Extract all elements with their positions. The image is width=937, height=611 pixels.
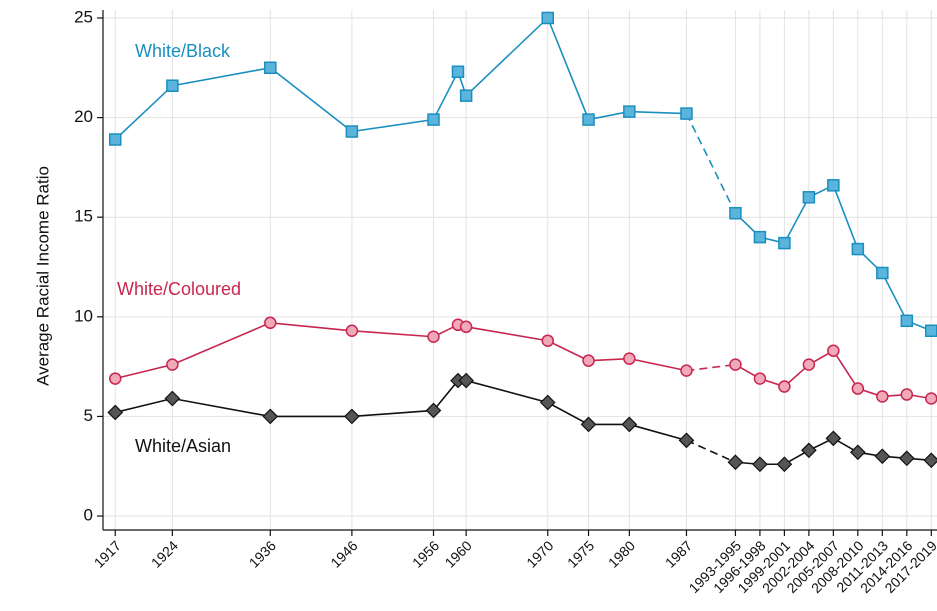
marker <box>541 334 554 347</box>
marker <box>752 456 768 473</box>
marker <box>582 354 595 367</box>
marker <box>621 416 638 433</box>
x-tick-label: 1970 <box>523 537 556 570</box>
marker <box>753 372 767 385</box>
y-tick-label: 0 <box>84 506 93 525</box>
marker <box>802 358 816 371</box>
y-tick-label: 5 <box>84 406 93 425</box>
y-tick-label: 25 <box>74 7 93 26</box>
marker <box>580 416 597 433</box>
marker <box>874 448 891 465</box>
x-tick-label: 1936 <box>246 537 279 570</box>
marker <box>680 364 693 377</box>
marker <box>680 107 693 120</box>
marker <box>451 65 465 79</box>
marker <box>778 380 791 393</box>
marker <box>539 394 556 411</box>
marker <box>678 432 695 449</box>
marker <box>801 442 817 459</box>
y-axis-label: Average Racial Income Ratio <box>33 166 52 386</box>
marker <box>582 113 595 126</box>
marker <box>876 266 889 280</box>
marker <box>778 236 791 250</box>
x-tick-label: 1980 <box>605 537 638 570</box>
marker <box>108 372 122 385</box>
marker <box>166 79 179 92</box>
marker <box>827 344 840 357</box>
marker <box>164 390 181 407</box>
marker <box>107 404 124 421</box>
x-tick-label: 1946 <box>327 537 360 570</box>
series-line <box>115 321 687 380</box>
x-tick-label: 1956 <box>409 537 442 570</box>
marker <box>264 316 277 330</box>
series-line <box>114 16 687 141</box>
marker <box>459 320 473 334</box>
x-tick-label: 1917 <box>91 537 124 570</box>
marker <box>923 452 937 469</box>
marker <box>344 408 360 425</box>
marker <box>458 372 474 389</box>
marker <box>425 402 442 419</box>
marker <box>729 206 742 220</box>
series-line <box>115 379 687 442</box>
marker <box>345 125 359 138</box>
marker <box>166 358 179 371</box>
y-tick-label: 15 <box>74 207 93 226</box>
series-line <box>686 439 736 463</box>
marker <box>427 113 440 126</box>
marker <box>925 324 937 338</box>
marker <box>427 330 440 343</box>
marker <box>108 133 122 146</box>
x-tick-label: 1987 <box>662 537 695 570</box>
marker <box>776 456 793 473</box>
marker <box>727 454 744 471</box>
x-tick-label: 1960 <box>442 537 475 570</box>
marker <box>900 388 914 401</box>
y-tick-label: 20 <box>74 107 93 126</box>
marker <box>900 314 914 328</box>
marker <box>827 179 840 192</box>
marker <box>898 450 915 467</box>
marker <box>849 444 866 461</box>
series-label: White/Black <box>135 41 231 61</box>
marker <box>825 430 842 447</box>
series-line <box>685 113 737 214</box>
y-tick-label: 10 <box>74 306 93 325</box>
marker <box>264 61 277 75</box>
marker <box>802 191 816 204</box>
marker <box>753 230 767 244</box>
marker <box>623 352 636 365</box>
marker <box>262 408 279 425</box>
marker <box>459 89 473 102</box>
marker <box>925 392 937 405</box>
series-label: White/Coloured <box>117 279 241 299</box>
series-line <box>686 363 736 372</box>
series-label: White/Asian <box>135 436 231 456</box>
x-tick-label: 1975 <box>564 537 597 570</box>
marker <box>851 382 865 395</box>
marker <box>623 105 636 118</box>
marker <box>729 358 742 371</box>
marker <box>876 390 889 403</box>
x-tick-label: 1924 <box>148 537 181 570</box>
marker <box>541 11 554 25</box>
marker <box>345 324 359 338</box>
marker <box>851 242 865 256</box>
